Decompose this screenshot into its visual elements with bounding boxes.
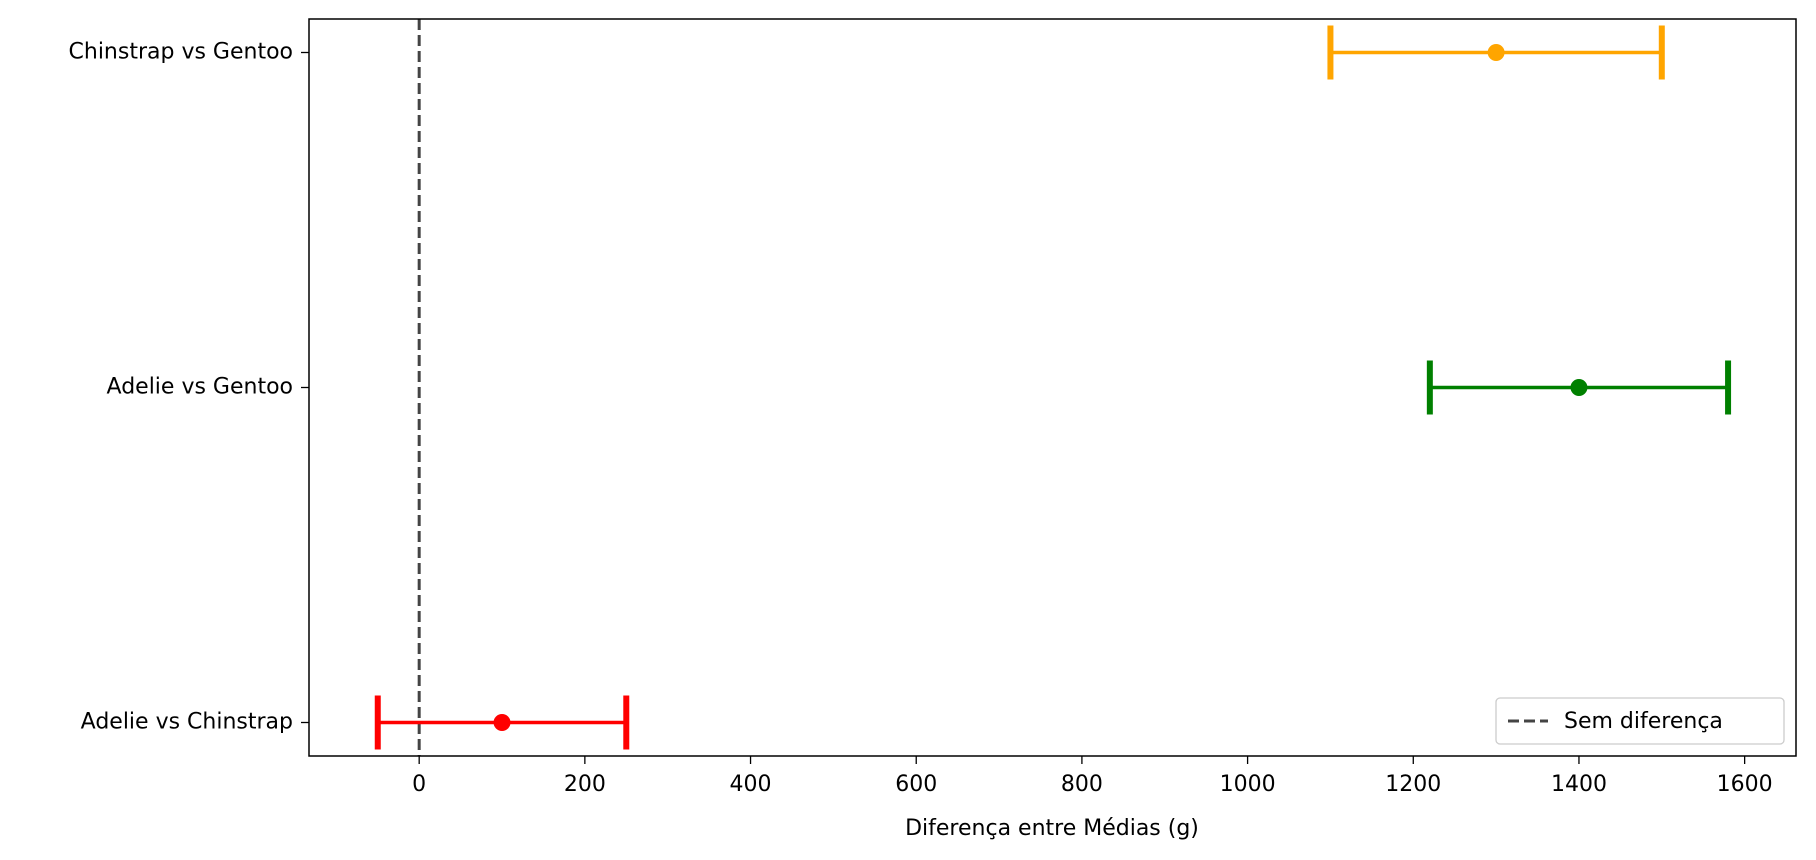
point [493, 714, 511, 731]
x-tick-label: 1200 [1385, 772, 1441, 797]
plot-frame [308, 18, 1797, 757]
x-tick-label: 1400 [1551, 772, 1607, 797]
x-tick-label: 1600 [1717, 772, 1773, 797]
x-tick-label: 0 [412, 772, 426, 797]
x-tick-label: 200 [564, 772, 606, 797]
x-tick-label: 400 [730, 772, 772, 797]
point [1487, 44, 1505, 61]
y-tick-label: Adelie vs Gentoo [107, 375, 293, 400]
x-tick-label: 600 [895, 772, 937, 797]
x-tick-label: 1000 [1220, 772, 1276, 797]
legend-box [1495, 697, 1785, 745]
x-axis-label: Diferença entre Médias (g) [905, 816, 1199, 841]
y-tick-label: Adelie vs Chinstrap [81, 710, 293, 735]
point [1570, 379, 1588, 396]
legend-label: Sem diferença [1564, 709, 1723, 734]
x-tick-label: 800 [1061, 772, 1103, 797]
y-tick-label: Chinstrap vs Gentoo [69, 40, 293, 65]
